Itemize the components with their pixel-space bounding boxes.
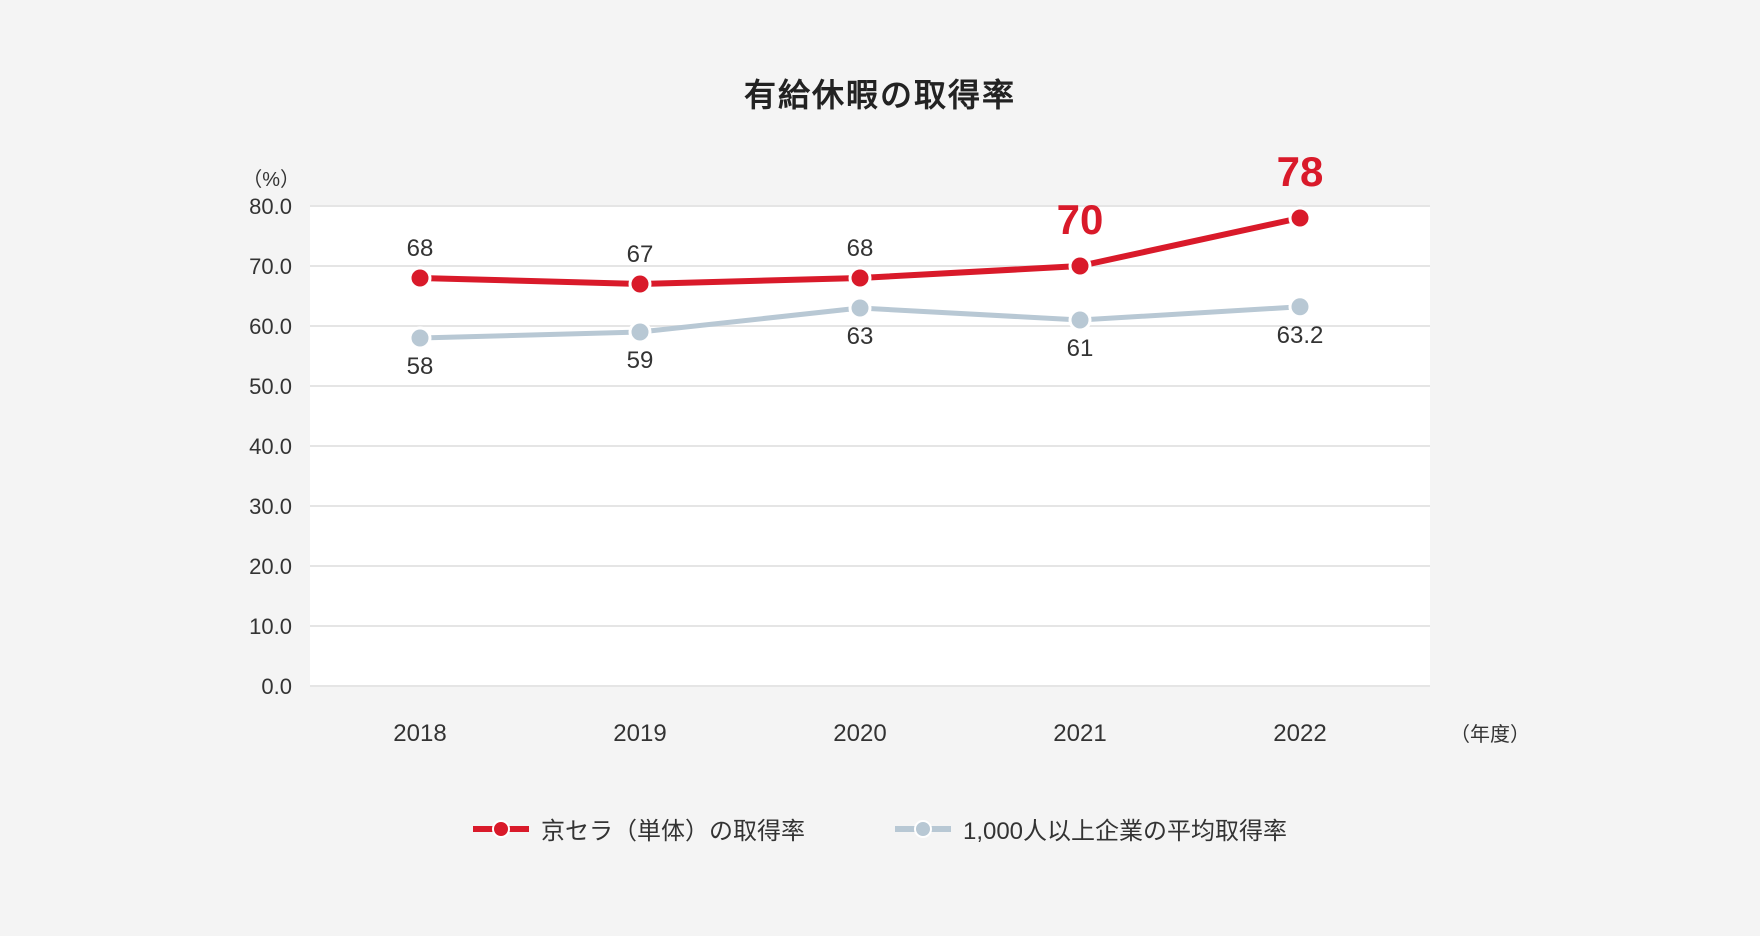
svg-text:（%）: （%） — [242, 168, 300, 191]
chart-container: 有給休暇の取得率 0.0 10.0 20.0 30.0 40.0 50.0 60.0 70.0… — [0, 0, 1760, 936]
chart-title: 有給休暇の取得率 — [744, 70, 1016, 116]
svg-text:2021: 2021 — [1053, 720, 1106, 747]
svg-text:67: 67 — [627, 241, 654, 268]
svg-text:68: 68 — [847, 235, 874, 262]
svg-text:61: 61 — [1067, 335, 1094, 362]
svg-text:2019: 2019 — [613, 720, 666, 747]
svg-text:80.0: 80.0 — [249, 194, 292, 219]
legend: 京セラ（単体）の取得率 1,000人以上企業の平均取得率 — [473, 811, 1287, 846]
svg-text:50.0: 50.0 — [249, 374, 292, 399]
legend-swatch-kyocera — [473, 819, 529, 839]
svg-text:10.0: 10.0 — [249, 614, 292, 639]
legend-label-avg: 1,000人以上企業の平均取得率 — [963, 811, 1287, 846]
legend-swatch-avg — [895, 819, 951, 839]
svg-text:68: 68 — [407, 235, 434, 262]
chart-plot-area: 0.0 10.0 20.0 30.0 40.0 50.0 60.0 70.0 80.0 （%） 20… — [210, 146, 1550, 781]
svg-text:40.0: 40.0 — [249, 434, 292, 459]
svg-text:70.0: 70.0 — [249, 254, 292, 279]
svg-text:2018: 2018 — [393, 720, 446, 747]
svg-text:59: 59 — [627, 347, 654, 374]
svg-text:60.0: 60.0 — [249, 314, 292, 339]
svg-text:30.0: 30.0 — [249, 494, 292, 519]
svg-text:20.0: 20.0 — [249, 554, 292, 579]
svg-text:（年度）: （年度） — [1450, 723, 1530, 746]
legend-item-avg: 1,000人以上企業の平均取得率 — [895, 811, 1287, 846]
svg-text:63: 63 — [847, 323, 874, 350]
chart-svg: 0.0 10.0 20.0 30.0 40.0 50.0 60.0 70.0 80.0 （%） 20… — [210, 146, 1550, 776]
svg-text:2022: 2022 — [1273, 720, 1326, 747]
svg-text:2020: 2020 — [833, 720, 886, 747]
legend-item-kyocera: 京セラ（単体）の取得率 — [473, 811, 805, 846]
svg-text:70: 70 — [1057, 196, 1104, 243]
svg-text:58: 58 — [407, 353, 434, 380]
svg-text:78: 78 — [1277, 148, 1324, 195]
svg-text:0.0: 0.0 — [261, 674, 292, 699]
legend-label-kyocera: 京セラ（単体）の取得率 — [541, 811, 805, 846]
svg-text:63.2: 63.2 — [1277, 322, 1324, 349]
